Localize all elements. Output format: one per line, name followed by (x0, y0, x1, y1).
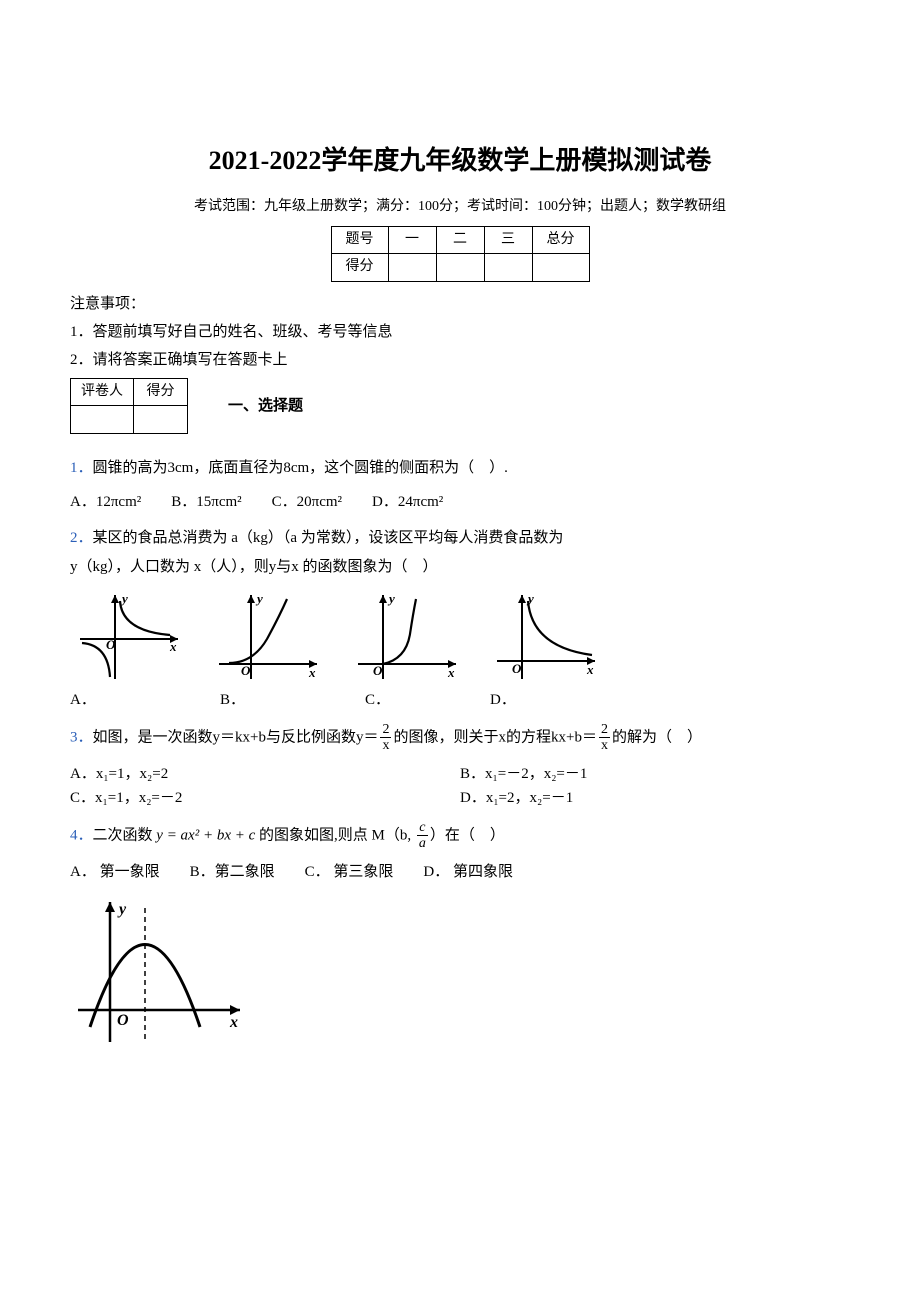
question-3: 3．如图，是一次函数y＝kx+b与反比例函数y＝2x的图像，则关于x的方程kx+… (70, 722, 850, 754)
table-row: 得分 (331, 254, 589, 281)
question-text: 的解为（ ） (612, 729, 702, 745)
svg-text:O: O (373, 663, 383, 678)
svg-text:x: x (447, 665, 455, 680)
svg-text:O: O (117, 1012, 129, 1029)
svg-text:x: x (229, 1014, 238, 1031)
parabola-graph: O x y (70, 892, 250, 1047)
fraction: ca (417, 820, 428, 852)
page-title: 2021-2022学年度九年级数学上册模拟测试卷 (70, 140, 850, 182)
empty-cell (388, 254, 436, 281)
option-c: C．20πcm² (272, 490, 342, 514)
option-a: A． 第一象限 (70, 860, 160, 884)
svg-text:y: y (255, 591, 263, 606)
section-header: 一、选择题 (228, 394, 303, 418)
exam-info: 考试范围：九年级上册数学；满分：100分；考试时间：100分钟；出题人；数学教研… (70, 196, 850, 218)
question-1: 1．圆锥的高为3cm，底面直径为8cm，这个圆锥的侧面积为（ ）. (70, 454, 850, 483)
option-b: B．第二象限 (190, 860, 275, 884)
svg-text:O: O (241, 663, 251, 678)
note-line: 2．请将答案正确填写在答题卡上 (70, 348, 850, 372)
q2-graph-b: O x y (209, 589, 324, 684)
svg-text:x: x (586, 662, 594, 677)
header-cell: 三 (484, 226, 532, 253)
fraction: 2x (599, 722, 610, 754)
svg-text:x: x (308, 665, 316, 680)
reviewer-section: 评卷人 得分 一、选择题 (70, 378, 850, 434)
question-text: ）在（ ） (430, 827, 505, 843)
reviewer-cell: 评卷人 (71, 378, 134, 405)
svg-text:O: O (512, 661, 522, 676)
question-text: 某区的食品总消费为 a（kg）（a 为常数），设该区平均每人消费食品数为 (93, 530, 564, 546)
q2-graph-d: O x y (487, 589, 602, 684)
option-c: C． (365, 688, 490, 712)
svg-text:y: y (387, 591, 395, 606)
question-2: 2．某区的食品总消费为 a（kg）（a 为常数），设该区平均每人消费食品数为 y… (70, 524, 850, 581)
q2-graph-a: O x y (70, 589, 185, 684)
notes-title: 注意事项： (70, 292, 850, 316)
option-a: A．x₁=1，x₂=2 (70, 762, 460, 786)
fraction-num: 2 (380, 722, 391, 738)
option-d: D．x₁=2，x₂=－1 (460, 786, 850, 810)
fraction-num: 2 (599, 722, 610, 738)
empty-cell (134, 406, 188, 433)
question-number: 4． (70, 827, 93, 843)
fraction-den: x (599, 738, 610, 753)
question-1-options: A．12πcm² B．15πcm² C．20πcm² D．24πcm² (70, 490, 850, 514)
question-text: 的图象如图,则点 M（b, (255, 827, 415, 843)
option-c: C． 第三象限 (305, 860, 394, 884)
svg-text:y: y (117, 901, 127, 918)
question-number: 1． (70, 460, 93, 476)
option-a: A． (70, 688, 220, 712)
option-a: A．12πcm² (70, 490, 141, 514)
fraction-den: a (417, 836, 428, 851)
question-4: 4．二次函数 y = ax² + bx + c 的图象如图,则点 M（b, ca… (70, 820, 850, 852)
fraction: 2x (380, 722, 391, 754)
question-number: 2． (70, 530, 93, 546)
option-d: D． (490, 688, 516, 712)
header-cell: 二 (436, 226, 484, 253)
empty-cell (71, 406, 134, 433)
question-text: 二次函数 (93, 827, 157, 843)
empty-cell (532, 254, 589, 281)
svg-text:x: x (169, 639, 177, 654)
note-line: 1．答题前填写好自己的姓名、班级、考号等信息 (70, 320, 850, 344)
question-2-graphs: O x y O x y O x y O x y (70, 589, 850, 684)
question-text: 如图，是一次函数y＝kx+b与反比例函数y＝ (93, 729, 379, 745)
svg-text:O: O (106, 637, 116, 652)
question-2-options: A． B． C． D． (70, 688, 850, 712)
question-text: y（kg），人口数为 x（人），则y与x 的函数图象为（ ） (70, 559, 438, 575)
header-cell: 总分 (532, 226, 589, 253)
option-b: B．x₁=－2，x₂=－1 (460, 762, 850, 786)
row-label-cell: 得分 (331, 254, 388, 281)
option-c: C．x₁=1，x₂=－2 (70, 786, 460, 810)
option-d: D．24πcm² (372, 490, 443, 514)
reviewer-table: 评卷人 得分 (70, 378, 188, 434)
score-table: 题号 一 二 三 总分 得分 (331, 226, 590, 282)
formula: y = ax² + bx + c (156, 827, 255, 843)
fraction-num: c (417, 820, 428, 836)
option-b: B．15πcm² (171, 490, 241, 514)
q2-graph-c: O x y (348, 589, 463, 684)
fraction-den: x (380, 738, 391, 753)
table-row: 题号 一 二 三 总分 (331, 226, 589, 253)
option-b: B． (220, 688, 365, 712)
question-text: 的图像，则关于x的方程kx+b＝ (393, 729, 596, 745)
question-4-options: A． 第一象限 B．第二象限 C． 第三象限 D． 第四象限 (70, 860, 850, 884)
header-cell: 题号 (331, 226, 388, 253)
empty-cell (436, 254, 484, 281)
question-4-graph: O x y (70, 892, 850, 1047)
question-3-options: A．x₁=1，x₂=2 B．x₁=－2，x₂=－1 C．x₁=1，x₂=－2 D… (70, 762, 850, 810)
header-cell: 一 (388, 226, 436, 253)
empty-cell (484, 254, 532, 281)
question-number: 3． (70, 729, 93, 745)
option-d: D． 第四象限 (423, 860, 513, 884)
question-text: 圆锥的高为3cm，底面直径为8cm，这个圆锥的侧面积为（ ）. (93, 460, 508, 476)
reviewer-cell: 得分 (134, 378, 188, 405)
